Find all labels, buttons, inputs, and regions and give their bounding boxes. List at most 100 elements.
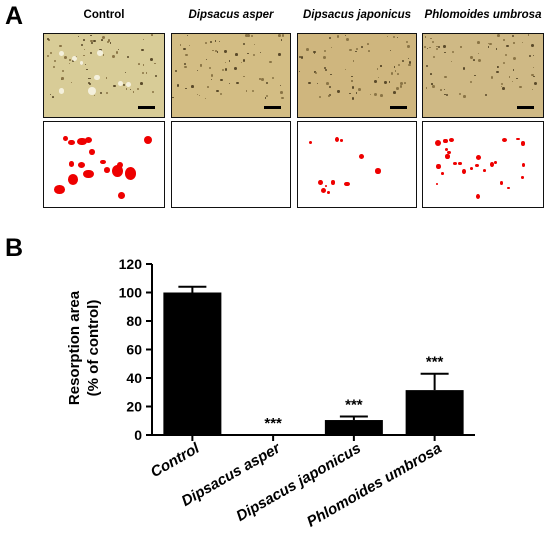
- micrograph-speck: [473, 59, 476, 62]
- micrograph-speck: [69, 58, 71, 61]
- micrograph-speck: [278, 34, 282, 37]
- micrograph-speck: [142, 39, 144, 41]
- micrograph-speck: [224, 68, 228, 71]
- micrograph-speck: [224, 62, 226, 64]
- micrograph-speck: [533, 81, 537, 85]
- micrograph-speck: [440, 89, 442, 91]
- significance-label: ***: [426, 354, 444, 371]
- resorption-pit: [330, 180, 336, 186]
- micrograph-speck: [377, 77, 379, 79]
- micrograph-phlomoides-umbrosa: [422, 33, 544, 118]
- micrograph-speck: [393, 66, 396, 68]
- resorption-pit: [516, 137, 520, 141]
- micrograph-speck: [533, 75, 535, 78]
- micrograph-speck: [423, 46, 426, 49]
- micrograph-speck: [48, 39, 50, 41]
- micrograph-speck: [396, 72, 399, 75]
- micrograph-speck: [254, 44, 256, 46]
- micrograph-speck: [90, 52, 93, 55]
- significance-label: ***: [264, 415, 282, 432]
- micrograph-speck: [245, 34, 249, 38]
- micrograph-speck: [247, 52, 249, 55]
- scale-bar: [390, 106, 407, 109]
- micrograph-speck: [261, 78, 264, 81]
- micrograph-pale-pit: [87, 87, 96, 95]
- resorption-pit: [77, 137, 87, 146]
- resorption-pit: [435, 139, 442, 146]
- micrograph-speck: [199, 64, 202, 67]
- micrograph-speck: [154, 74, 157, 77]
- scale-bar: [264, 106, 281, 109]
- micrograph-speck: [336, 35, 340, 38]
- micrograph-speck: [376, 68, 379, 70]
- micrograph-speck: [502, 87, 505, 90]
- micrograph-speck: [344, 68, 346, 70]
- resorption-pit: [448, 137, 454, 143]
- micrograph-control: [43, 33, 165, 118]
- micrograph-speck: [264, 97, 267, 99]
- micrograph-speck: [83, 39, 85, 41]
- micrograph-speck: [391, 72, 394, 75]
- micrograph-speck: [380, 65, 382, 67]
- resorption-pit: [435, 182, 438, 186]
- micrograph-speck: [512, 81, 514, 83]
- micrograph-speck: [88, 77, 90, 80]
- micrograph-speck: [496, 70, 499, 74]
- micrograph-speck: [122, 84, 125, 87]
- micrograph-speck: [253, 54, 256, 57]
- micrograph-speck: [477, 52, 480, 55]
- micrograph-speck: [78, 35, 80, 38]
- micrograph-speck: [204, 41, 207, 44]
- micrograph-speck: [179, 44, 182, 46]
- micrograph-speck: [197, 70, 199, 72]
- micrograph-speck: [299, 55, 302, 58]
- micrograph-speck: [176, 84, 180, 87]
- scale-bar: [517, 106, 534, 109]
- micrograph-speck: [506, 45, 509, 48]
- micrograph-speck: [367, 50, 370, 53]
- micrograph-speck: [81, 43, 84, 46]
- micrograph-speck: [527, 34, 530, 36]
- micrograph-pale-pit: [118, 81, 124, 87]
- resorption-pit: [116, 161, 124, 169]
- resorption-pit: [520, 176, 524, 179]
- micrograph-speck: [175, 70, 178, 73]
- resorption-pit: [89, 149, 95, 156]
- micrograph-speck: [137, 87, 140, 91]
- micrograph-speck: [246, 34, 250, 37]
- micrograph-speck: [444, 93, 446, 96]
- micrograph-speck: [152, 90, 155, 93]
- micrograph-speck: [370, 94, 372, 96]
- micrograph-speck: [397, 37, 399, 39]
- resorption-pit: [483, 168, 487, 172]
- micrograph-speck: [100, 39, 103, 41]
- micrograph-speck: [208, 66, 211, 69]
- resorption-pit: [112, 165, 124, 178]
- micrograph-speck: [245, 89, 248, 92]
- micrograph-speck: [99, 92, 103, 95]
- resorption-pit: [494, 160, 497, 164]
- micrograph-speck: [103, 54, 105, 56]
- micrograph-pale-pit: [58, 51, 64, 56]
- micrograph-speck: [407, 63, 411, 67]
- micrograph-speck: [367, 43, 369, 45]
- micrograph-speck: [150, 58, 153, 62]
- micrograph-speck: [513, 42, 515, 44]
- micrograph-speck: [129, 88, 132, 91]
- micrograph-speck: [356, 48, 359, 50]
- scale-bar: [138, 106, 155, 109]
- micrograph-speck: [236, 82, 239, 85]
- micrograph-speck: [432, 56, 435, 59]
- micrograph-speck: [216, 52, 218, 54]
- micrograph-speck: [313, 53, 315, 55]
- micrograph-speck: [495, 48, 498, 50]
- micrograph-speck: [519, 85, 522, 89]
- micrograph-speck: [242, 59, 246, 62]
- micrograph-speck: [90, 77, 92, 79]
- micrograph-speck: [513, 57, 517, 61]
- micrograph-speck: [432, 85, 436, 89]
- column-title-dipsacus-asper: Dipsacus asper: [188, 9, 274, 21]
- micrograph-speck: [395, 86, 399, 90]
- micrograph-speck: [355, 91, 358, 94]
- micrograph-speck: [386, 35, 388, 37]
